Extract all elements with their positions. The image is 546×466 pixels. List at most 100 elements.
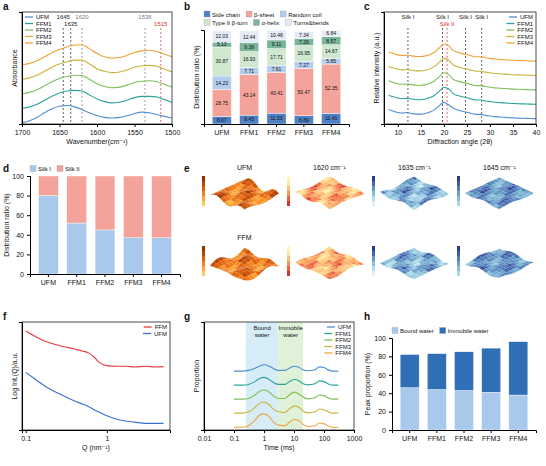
tick-mark	[409, 430, 410, 433]
bar-segment	[509, 342, 528, 395]
y-axis-title: Absorbance	[11, 49, 18, 86]
series-line	[26, 331, 164, 367]
legend-swatch	[506, 29, 514, 30]
tick-mark	[421, 124, 422, 127]
surface-cell	[500, 274, 507, 276]
data-labels: 8.079.4311.538.8911.4128.7543.1443.4150.…	[216, 30, 338, 123]
axis-line	[19, 13, 23, 125]
tick-mark	[105, 274, 106, 277]
afm-surface	[295, 176, 364, 209]
legend-swatch	[324, 352, 332, 353]
color-bar-step	[457, 191, 460, 196]
surface-cell	[227, 205, 234, 207]
bar-segment	[212, 116, 231, 124]
bar-segment	[267, 49, 286, 66]
annotation-label: Silk I	[475, 14, 488, 20]
series-line	[389, 58, 536, 75]
surface-cell	[265, 264, 272, 267]
image-panel: UFM1620 cm⁻¹1635 cm⁻¹1645 cm⁻¹FFM	[202, 164, 534, 280]
x-axis-title: Wavenumber(cm⁻¹)	[66, 138, 127, 146]
annotation-label: 1645	[57, 14, 71, 20]
plot-frame	[22, 322, 170, 430]
tick: 10	[291, 430, 299, 442]
tick-mark	[536, 124, 537, 127]
bar-segment	[240, 43, 259, 52]
legend-swatch	[327, 326, 335, 327]
surface-cell	[340, 200, 347, 202]
series-line	[234, 365, 338, 371]
tick-mark	[467, 124, 468, 127]
surface-cell	[496, 206, 503, 210]
color-bar-step	[457, 201, 460, 206]
yticks-axis	[201, 323, 205, 431]
series-line	[22, 90, 172, 108]
plot-frame	[384, 12, 536, 124]
tick: 0.1	[21, 430, 31, 442]
tick-mark	[294, 430, 295, 433]
xticks-axis: 0.010.11101001000	[198, 430, 363, 442]
tick-label: FFM1	[68, 279, 86, 286]
panel-label: h	[364, 311, 370, 322]
panel-label: e	[184, 163, 190, 174]
legend-swatch	[280, 11, 286, 17]
bar-segment	[482, 392, 501, 430]
column-label: 1635 cm⁻¹	[398, 164, 432, 171]
tick-mark	[27, 215, 30, 216]
tick-mark	[464, 430, 465, 433]
tick-mark	[135, 124, 136, 127]
column-label: 1645 cm⁻¹	[483, 164, 517, 171]
panel: UFMFFM1FFM2FFM3FFM4020406080100Bound wat…	[364, 328, 537, 442]
plot-area	[234, 322, 338, 430]
tick: FFM3	[482, 430, 500, 442]
tick-label: 10	[291, 435, 299, 442]
tick: 100	[319, 430, 331, 442]
series-line	[389, 87, 536, 104]
legend: UFMFFM1FFM2FFM3FFM4	[324, 324, 351, 356]
surface-cell	[343, 198, 350, 200]
axis-line	[393, 431, 537, 434]
legend-label: Side chain	[212, 12, 240, 18]
bar-segment	[294, 45, 313, 61]
legend-label: Silk I	[38, 166, 51, 172]
y-axis-title: Proportion	[193, 360, 201, 392]
series-line	[22, 75, 172, 93]
surface-cell	[217, 267, 224, 270]
tick-label: 0	[20, 271, 24, 278]
panel-label: c	[364, 1, 370, 12]
tick: 30	[487, 124, 495, 136]
data-label: 7.61	[272, 66, 282, 72]
color-bar	[372, 246, 375, 276]
bar-segment	[294, 68, 313, 115]
tick: 35	[510, 124, 518, 136]
bar-segment	[212, 89, 231, 116]
bar-segment	[212, 47, 231, 76]
tick-mark	[221, 124, 222, 127]
bar-segment	[322, 30, 341, 36]
data-label: 11.53	[270, 115, 282, 121]
color-bar-step	[457, 176, 460, 181]
panel: UFMFFM1FFM2FFM3FFM4020406080100Silk ISil…	[3, 166, 181, 286]
surface-cell	[262, 267, 269, 270]
annotation-line	[145, 28, 146, 122]
tick: 1700	[15, 124, 31, 136]
data-label: 43.41	[270, 90, 283, 96]
tick-label: FFM3	[124, 279, 142, 286]
legend-swatch	[246, 11, 252, 17]
figure-container: 1620153615151645163517001650160015501500…	[0, 0, 546, 466]
tick-mark	[331, 124, 332, 127]
tick-label: 20	[16, 251, 24, 258]
color-bar-step	[372, 186, 375, 191]
color-bar-step	[202, 271, 205, 276]
data-label: 6.84	[326, 30, 336, 36]
data-label: 8.89	[299, 117, 309, 123]
color-bar-step	[372, 251, 375, 256]
tick-label: FFM3	[295, 129, 313, 136]
tick: FFM1	[68, 274, 86, 286]
bar-segment	[67, 223, 87, 274]
tick-mark	[234, 430, 235, 433]
color-bar-step	[287, 266, 290, 271]
legend: Side chainβ-sheetRandom coilType II β-tu…	[204, 11, 329, 26]
plot-frame	[22, 12, 172, 124]
color-bar-step	[372, 196, 375, 201]
color-bar	[202, 176, 205, 206]
